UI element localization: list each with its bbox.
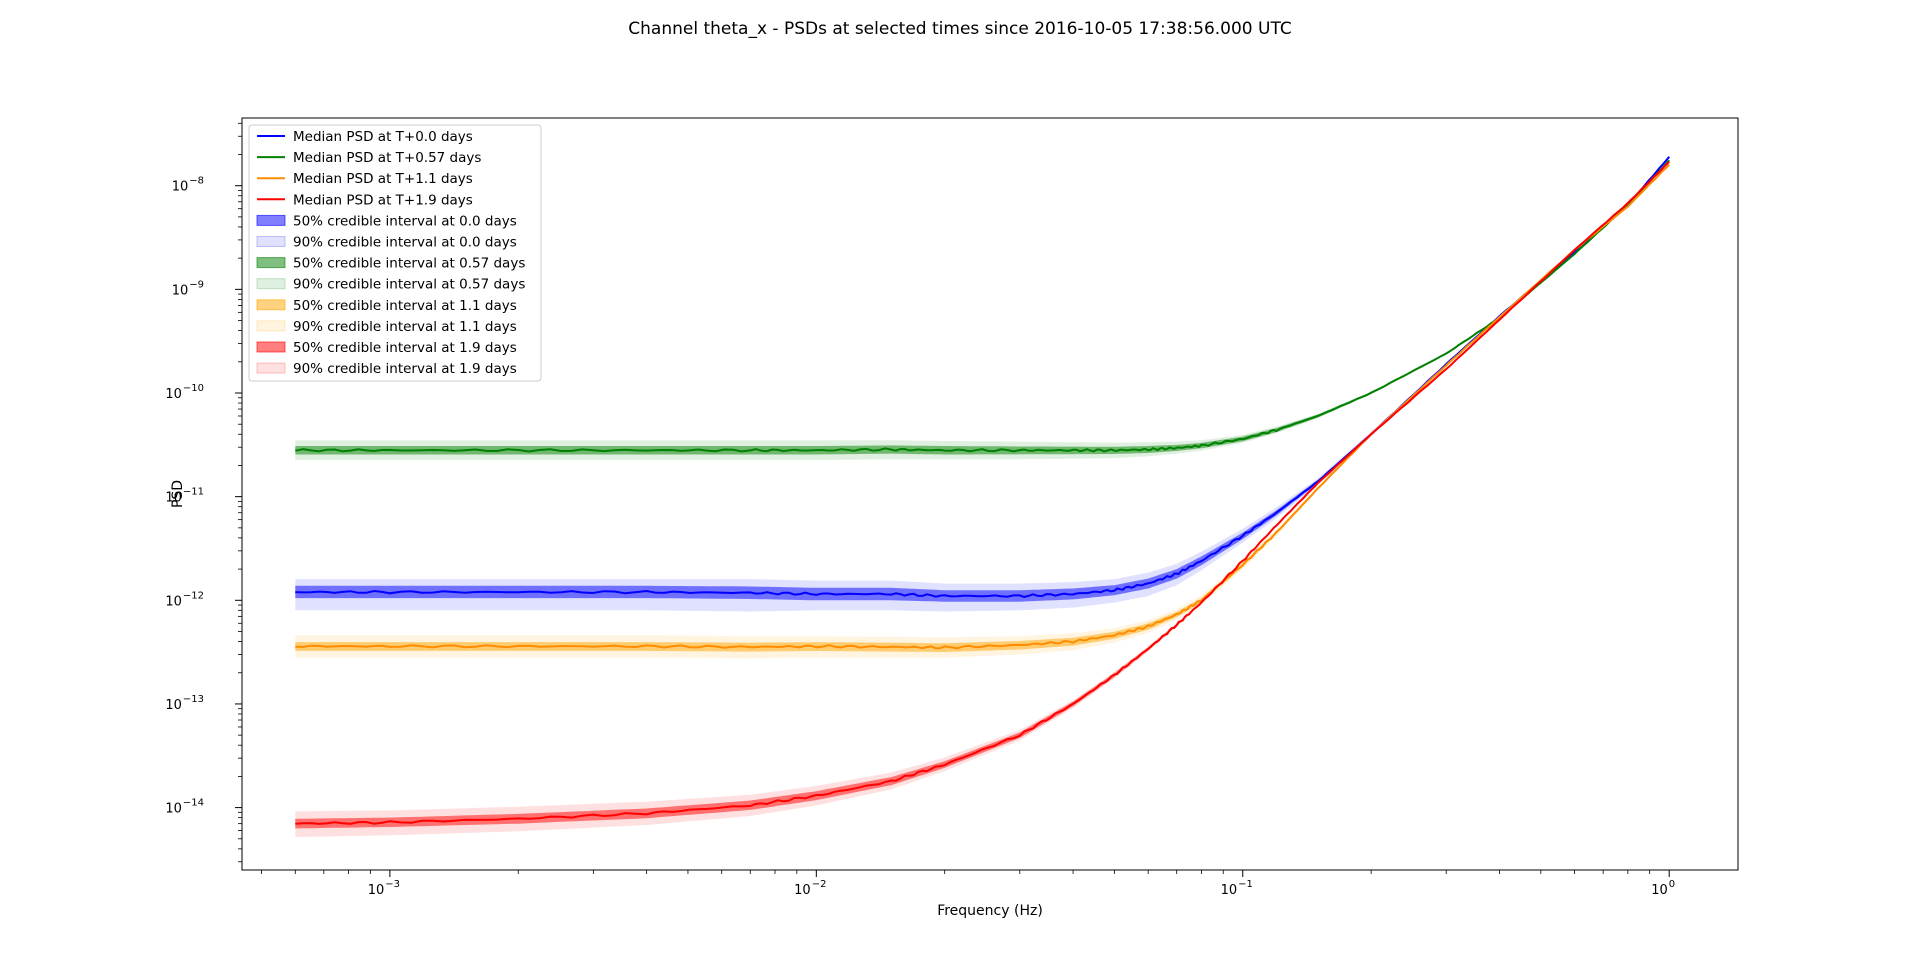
y-axis-label: PSD [170,480,186,508]
legend-entry-label: 90% credible interval at 0.57 days [293,277,525,293]
legend: Median PSD at T+0.0 days Median PSD at T+… [248,124,542,382]
x-axis-ticks: 10−3 10−2 10−1 100 [261,870,1675,898]
legend-entry-label: Median PSD at T+1.1 days [293,171,473,187]
legend-entry-label: 50% credible interval at 0.0 days [293,213,517,229]
legend-patch-swatch [256,299,286,311]
y-tick-label: 10−8 [172,176,204,195]
y-tick-exponent: −12 [183,590,204,601]
y-tick-exponent: −10 [183,383,204,394]
x-tick-exponent: −2 [812,879,827,890]
legend-patch-swatch [256,236,286,247]
legend-entry-label: 90% credible interval at 1.9 days [293,361,517,377]
y-tick-exponent: −9 [189,279,204,290]
median-line-series-2 [295,163,1670,650]
y-tick-label: 10−13 [165,694,204,713]
legend-patch-swatch [256,257,286,269]
x-tick-exponent: 0 [1669,879,1675,890]
legend-patch-swatch [256,278,286,290]
y-tick-label: 10−14 [165,798,204,817]
legend-entry-label: 50% credible interval at 1.1 days [293,298,517,314]
y-tick-exponent: −11 [183,487,204,498]
chart-title: Channel theta_x - PSDs at selected times… [628,19,1291,39]
x-axis-label: Frequency (Hz) [937,903,1043,919]
y-tick-label: 10−12 [165,590,204,609]
x-tick-exponent: −3 [385,879,400,890]
y-tick-exponent: −14 [183,798,204,809]
legend-patch-swatch [256,362,286,374]
x-tick-exponent: −1 [1238,879,1253,890]
plot-area [241,117,1739,871]
legend-patch-swatch [256,320,286,332]
x-tick-label: 10−3 [368,879,400,898]
legend-patch-swatch [256,214,286,226]
x-tick-label: 100 [1651,879,1675,898]
median-line-series-1 [295,159,1670,453]
y-tick-exponent: −8 [189,176,204,187]
y-tick-exponent: −13 [183,694,204,705]
y-tick-label: 10−9 [172,279,204,298]
legend-box [248,124,542,382]
legend-entry-label: 90% credible interval at 0.0 days [293,235,517,251]
legend-patch-swatch [256,341,286,353]
legend-entry-label: 50% credible interval at 1.9 days [293,340,517,356]
y-tick-label: 10−10 [165,383,204,402]
plot-frame [241,117,1739,871]
median-line-series-3 [295,161,1670,825]
legend-entry-label: Median PSD at T+1.9 days [293,192,473,208]
legend-entry-label: 90% credible interval at 1.1 days [293,319,517,335]
legend-entry-label: 50% credible interval at 0.57 days [293,256,525,272]
x-tick-label: 10−2 [794,879,826,898]
legend-entry-label: Median PSD at T+0.0 days [293,129,473,145]
median-lines [295,156,1670,825]
legend-entry-label: Median PSD at T+0.57 days [293,150,481,166]
x-tick-label: 10−1 [1221,879,1253,898]
